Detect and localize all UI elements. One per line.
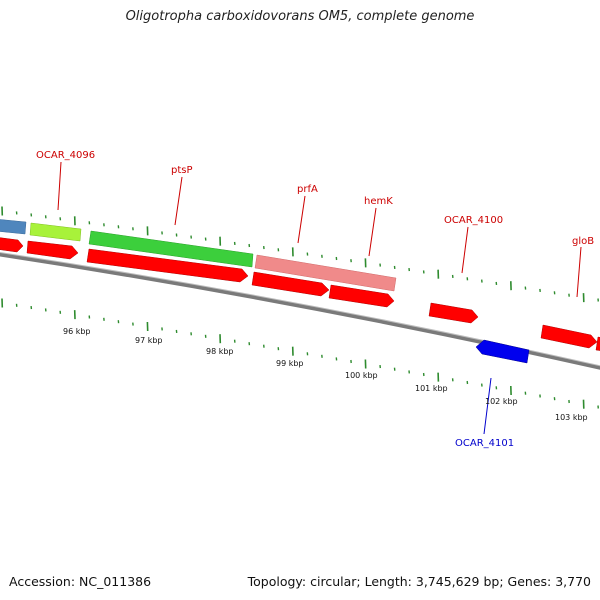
gene-label-ocar-4096[interactable]: OCAR_4096: [36, 150, 95, 161]
cds-arrow-reverse[interactable]: [475, 339, 530, 364]
kbp-label-99: 99 kbp: [276, 359, 304, 368]
cds-arrow[interactable]: [86, 248, 249, 283]
label-leader-line: [461, 226, 469, 274]
outer-tick-row: [1, 206, 599, 303]
kbp-label-102: 102 kbp: [485, 397, 518, 406]
label-leader-line: [368, 207, 377, 257]
cds-arrow[interactable]: [428, 302, 479, 324]
label-leader-line: [174, 176, 183, 226]
gene-block-prfa-hemk[interactable]: [254, 254, 397, 292]
gene-label-glob[interactable]: gloB: [572, 236, 594, 247]
cds-arrow[interactable]: [328, 284, 395, 308]
cds-arrow[interactable]: [540, 324, 598, 349]
label-leader-line: [57, 161, 62, 211]
genome-title: Oligotropha carboxidovorans OM5, complet…: [125, 9, 475, 24]
gene-label-ocar-4101[interactable]: OCAR_4101: [455, 438, 514, 449]
kbp-label-101: 101 kbp: [415, 384, 448, 393]
gene-label-hemk[interactable]: hemK: [364, 196, 393, 207]
kbp-label-100: 100 kbp: [345, 371, 378, 380]
cds-arrow[interactable]: [0, 237, 24, 253]
label-leader-line: [576, 246, 582, 298]
accession-text: Accession: NC_011386: [9, 574, 152, 589]
genome-summary-text: Topology: circular; Length: 3,745,629 bp…: [247, 574, 591, 589]
cds-arrow[interactable]: [251, 271, 330, 297]
gene-block-steelblue[interactable]: [0, 219, 27, 235]
label-leader-line: [297, 195, 306, 244]
gene-label-ptsp[interactable]: ptsP: [171, 165, 193, 176]
gene-block-yellowgreen[interactable]: [29, 222, 82, 242]
kbp-label-97: 97 kbp: [135, 336, 163, 345]
inner-tick-row: [1, 298, 599, 409]
kbp-label-96: 96 kbp: [63, 327, 91, 336]
label-leader-line-reverse: [483, 377, 492, 435]
cds-arrow[interactable]: [595, 336, 600, 352]
cds-arrow[interactable]: [26, 240, 79, 260]
gene-block-ptsp[interactable]: [88, 230, 254, 268]
kbp-label-98: 98 kbp: [206, 347, 234, 356]
kbp-label-103: 103 kbp: [555, 413, 588, 422]
gene-label-ocar-4100[interactable]: OCAR_4100: [444, 215, 503, 226]
gene-label-prfa[interactable]: prfA: [297, 184, 318, 195]
